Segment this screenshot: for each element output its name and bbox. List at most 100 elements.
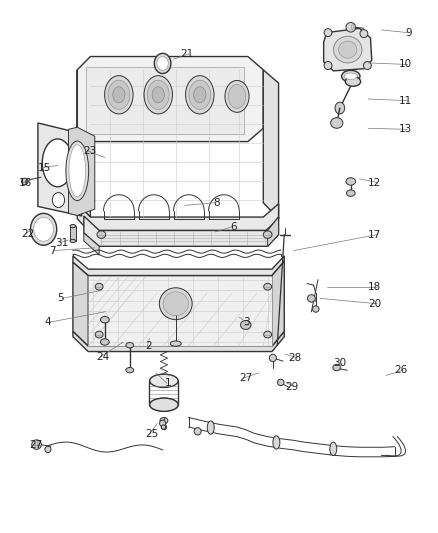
Text: 27: 27 <box>239 373 252 383</box>
Ellipse shape <box>70 224 76 228</box>
Ellipse shape <box>95 284 103 290</box>
Ellipse shape <box>277 379 283 385</box>
Text: 20: 20 <box>367 298 381 309</box>
Ellipse shape <box>329 442 336 456</box>
Polygon shape <box>77 204 278 233</box>
Text: 4: 4 <box>44 317 51 327</box>
Text: 9: 9 <box>405 28 411 38</box>
Ellipse shape <box>66 141 88 200</box>
Ellipse shape <box>161 424 166 430</box>
Ellipse shape <box>70 239 76 243</box>
Polygon shape <box>73 256 284 276</box>
Text: 13: 13 <box>398 124 411 134</box>
Ellipse shape <box>240 320 251 329</box>
Text: 25: 25 <box>145 429 158 439</box>
Ellipse shape <box>159 420 165 426</box>
Text: 10: 10 <box>398 60 411 69</box>
Text: 6: 6 <box>230 222 237 232</box>
Ellipse shape <box>69 145 85 197</box>
Ellipse shape <box>147 80 169 109</box>
Ellipse shape <box>359 30 367 38</box>
Text: 27: 27 <box>29 440 42 450</box>
Ellipse shape <box>341 70 359 82</box>
Ellipse shape <box>149 398 178 411</box>
Polygon shape <box>84 216 278 246</box>
Ellipse shape <box>363 62 371 69</box>
Ellipse shape <box>263 284 271 290</box>
Text: 7: 7 <box>49 246 55 255</box>
Text: 17: 17 <box>367 230 381 240</box>
Ellipse shape <box>194 427 201 435</box>
Ellipse shape <box>30 213 57 245</box>
Ellipse shape <box>323 62 331 69</box>
Text: 21: 21 <box>180 49 193 59</box>
Ellipse shape <box>170 341 181 346</box>
Ellipse shape <box>104 76 133 114</box>
Ellipse shape <box>97 231 106 238</box>
Ellipse shape <box>338 41 356 58</box>
Ellipse shape <box>32 440 41 449</box>
Ellipse shape <box>332 365 340 370</box>
Ellipse shape <box>108 80 130 109</box>
Text: 12: 12 <box>367 177 381 188</box>
Ellipse shape <box>154 53 170 74</box>
Text: 30: 30 <box>332 358 346 368</box>
Ellipse shape <box>34 217 53 241</box>
Polygon shape <box>267 217 278 246</box>
Ellipse shape <box>159 288 192 320</box>
Text: 31: 31 <box>55 238 68 247</box>
Ellipse shape <box>42 139 73 187</box>
Polygon shape <box>77 56 263 142</box>
Polygon shape <box>38 123 81 216</box>
Polygon shape <box>73 332 284 352</box>
Polygon shape <box>272 261 284 346</box>
Polygon shape <box>86 67 243 134</box>
Text: 18: 18 <box>367 282 381 292</box>
Text: 26: 26 <box>393 365 407 375</box>
Polygon shape <box>73 262 88 346</box>
Ellipse shape <box>161 425 165 429</box>
Ellipse shape <box>159 417 167 424</box>
Polygon shape <box>84 233 99 255</box>
Ellipse shape <box>156 56 168 70</box>
Ellipse shape <box>21 178 28 184</box>
Text: 15: 15 <box>38 163 51 173</box>
Ellipse shape <box>95 331 103 338</box>
Ellipse shape <box>346 190 354 196</box>
Ellipse shape <box>345 22 355 32</box>
Ellipse shape <box>312 306 318 312</box>
Bar <box>70 226 75 241</box>
Polygon shape <box>68 127 95 215</box>
Text: 2: 2 <box>145 341 151 351</box>
Ellipse shape <box>126 368 134 373</box>
Ellipse shape <box>323 29 331 37</box>
Ellipse shape <box>345 177 355 185</box>
Text: 11: 11 <box>398 95 411 106</box>
Ellipse shape <box>333 36 361 63</box>
Ellipse shape <box>126 343 134 348</box>
Ellipse shape <box>330 118 342 128</box>
Ellipse shape <box>263 331 271 338</box>
Ellipse shape <box>144 76 172 114</box>
Ellipse shape <box>45 446 51 453</box>
Ellipse shape <box>188 80 210 109</box>
Polygon shape <box>88 276 272 346</box>
Polygon shape <box>323 28 371 71</box>
Ellipse shape <box>343 73 357 79</box>
Text: 29: 29 <box>284 382 297 392</box>
Text: 23: 23 <box>83 146 96 156</box>
Text: 5: 5 <box>57 293 64 303</box>
Text: 8: 8 <box>212 198 219 208</box>
Ellipse shape <box>307 295 314 302</box>
Ellipse shape <box>185 76 214 114</box>
Polygon shape <box>263 70 278 219</box>
Ellipse shape <box>263 231 272 238</box>
Ellipse shape <box>224 80 248 112</box>
Ellipse shape <box>100 317 109 323</box>
Text: 1: 1 <box>164 378 171 389</box>
Text: 3: 3 <box>243 317 250 327</box>
Ellipse shape <box>193 87 205 103</box>
Ellipse shape <box>207 421 214 434</box>
Ellipse shape <box>149 374 178 387</box>
Ellipse shape <box>162 292 188 316</box>
